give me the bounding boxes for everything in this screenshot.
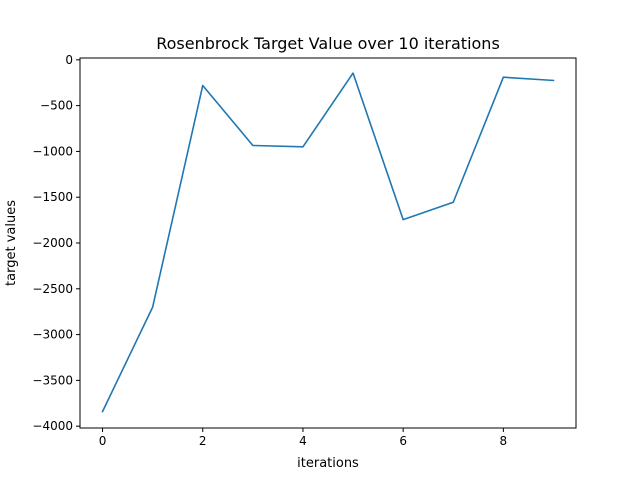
x-tick-label: 6 [399,434,407,448]
y-tick-label: −3000 [32,328,73,342]
y-tick-label: −1000 [32,144,73,158]
x-tick-label: 0 [99,434,107,448]
plot-area [80,58,576,428]
y-tick-label: −2500 [32,282,73,296]
y-tick-label: 0 [65,53,73,67]
y-tick-label: −2000 [32,236,73,250]
y-tick-label: −500 [40,99,73,113]
y-tick-label: −1500 [32,190,73,204]
y-axis-ticks: 0 −500 −1000 −1500 −2000 −2500 −3000 −3500 −4000 [32,53,80,433]
plot-frame [79,57,577,429]
chart-title: Rosenbrock Target Value over 10 iteratio… [156,34,500,53]
series-layer [101,72,555,413]
y-tick-label: −3500 [32,373,73,387]
x-axis-label: iterations [297,456,359,471]
x-tick-label: 4 [299,434,307,448]
series-line [101,72,555,413]
y-tick-label: −4000 [32,419,73,433]
x-tick-label: 2 [199,434,207,448]
y-axis-label: target values [4,200,19,286]
x-tick-label: 8 [500,434,508,448]
x-axis-ticks: 0 2 4 6 8 [99,428,507,448]
